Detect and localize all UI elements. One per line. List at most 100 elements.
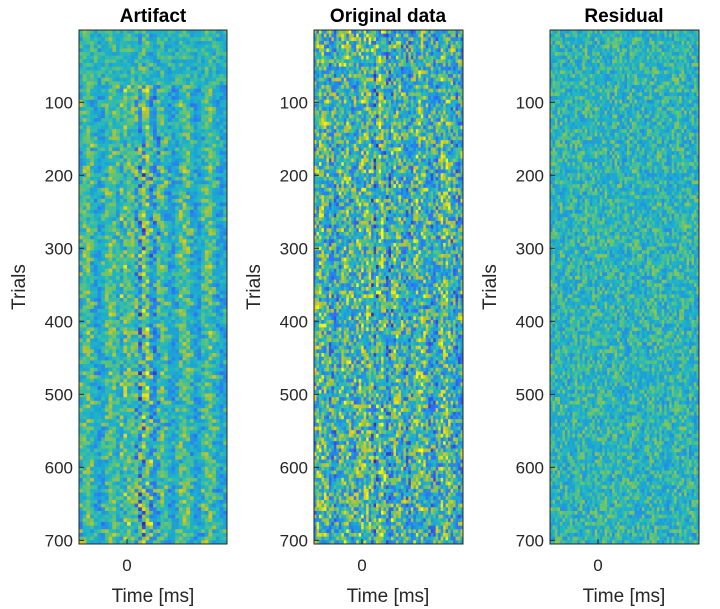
heatmap-cell [130, 433, 135, 438]
heatmap-cell [149, 231, 154, 236]
heatmap-cell [186, 151, 191, 156]
heatmap-cell [175, 452, 180, 457]
heatmap-cell [127, 52, 132, 57]
heatmap-cell [130, 290, 135, 295]
heatmap-cell [86, 452, 91, 457]
heatmap-cell [123, 48, 128, 53]
heatmap-cell [208, 386, 213, 391]
heatmap-cell [90, 180, 95, 185]
heatmap-cell [86, 41, 91, 46]
heatmap-cell [119, 107, 124, 112]
heatmap-cell [201, 386, 206, 391]
heatmap-cell [149, 151, 154, 156]
heatmap-cell [101, 334, 106, 339]
heatmap-cell [193, 198, 198, 203]
heatmap-cell [223, 389, 227, 394]
heatmap-cell [175, 92, 180, 97]
heatmap-cell [123, 257, 128, 262]
heatmap-cell [208, 422, 213, 427]
heatmap-cell [97, 290, 102, 295]
heatmap-cell [119, 52, 124, 57]
heatmap-cell [204, 107, 209, 112]
heatmap-cell [90, 92, 95, 97]
heatmap-cell [215, 129, 220, 134]
heatmap-cell [171, 367, 176, 372]
heatmap-cell [108, 147, 113, 152]
heatmap-cell [171, 202, 176, 207]
heatmap-cell [208, 77, 213, 82]
heatmap-cell [178, 250, 183, 255]
heatmap-cell [197, 48, 202, 53]
heatmap-cell [134, 312, 139, 317]
heatmap-cell [112, 99, 117, 104]
heatmap-cell [134, 400, 139, 405]
heatmap-cell [156, 59, 161, 64]
heatmap-cell [138, 312, 143, 317]
heatmap-cell [108, 342, 113, 347]
heatmap-cell [130, 415, 135, 420]
heatmap-cell [190, 88, 195, 93]
heatmap-cell [101, 386, 106, 391]
heatmap-cell [149, 290, 154, 295]
heatmap-cell [178, 103, 183, 108]
heatmap-cell [156, 430, 161, 435]
heatmap-cell [97, 452, 102, 457]
heatmap-cell [178, 444, 183, 449]
heatmap-cell [141, 279, 146, 284]
heatmap-cell [223, 250, 227, 255]
heatmap-cell [79, 198, 84, 203]
heatmap-cell [160, 162, 165, 167]
heatmap-cell [101, 422, 106, 427]
heatmap-cell [108, 110, 113, 115]
heatmap-cell [156, 173, 161, 178]
heatmap-cell [175, 250, 180, 255]
heatmap-cell [97, 107, 102, 112]
heatmap-cell [215, 162, 220, 167]
heatmap-cell [160, 118, 165, 123]
heatmap-cell [127, 264, 132, 270]
heatmap-cell [208, 158, 213, 163]
heatmap-cell [101, 408, 106, 413]
heatmap-cell [93, 55, 98, 60]
heatmap-cell [82, 140, 87, 145]
heatmap-cell [215, 331, 220, 336]
heatmap-cell [127, 121, 132, 126]
heatmap-cell [141, 85, 146, 90]
heatmap-cell [108, 30, 113, 35]
heatmap-cell [112, 463, 117, 468]
heatmap-cell [116, 242, 121, 248]
heatmap-cell [208, 136, 213, 141]
heatmap-cell [79, 180, 84, 185]
heatmap-cell [208, 371, 213, 376]
heatmap-cell [156, 66, 161, 71]
heatmap-cell [197, 477, 202, 482]
heatmap-cell [145, 404, 150, 409]
heatmap-cell [145, 463, 150, 468]
heatmap-cell [178, 408, 183, 413]
heatmap-cell [134, 382, 139, 387]
heatmap-cell [119, 275, 124, 281]
heatmap-cell [130, 41, 135, 46]
heatmap-cell [82, 103, 87, 108]
heatmap-cell [178, 320, 183, 325]
heatmap-cell [160, 180, 165, 185]
heatmap-cell [164, 63, 169, 68]
heatmap-cell [112, 375, 117, 380]
heatmap-cell [86, 301, 91, 306]
heatmap-cell [127, 290, 132, 295]
heatmap-cell [141, 481, 146, 486]
heatmap-cell [156, 198, 161, 203]
heatmap-cell [86, 349, 91, 354]
heatmap-cell [178, 173, 183, 178]
heatmap-cell [164, 173, 169, 178]
heatmap-cell [127, 66, 132, 71]
heatmap-cell [153, 110, 158, 115]
heatmap-cell [219, 404, 224, 409]
heatmap-cell [193, 85, 198, 90]
heatmap-cell [153, 485, 158, 490]
heatmap-cell [197, 426, 202, 431]
heatmap-cell [101, 463, 106, 468]
heatmap-cell [79, 151, 84, 156]
heatmap-cell [164, 301, 169, 306]
heatmap-cell [101, 92, 106, 97]
